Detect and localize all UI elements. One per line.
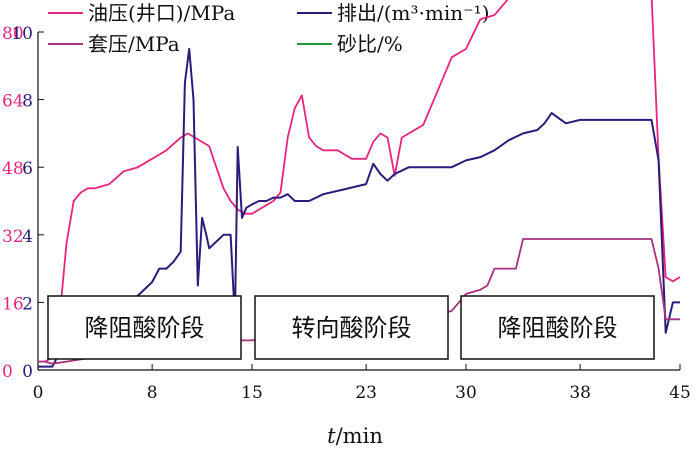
x-axis-ticks: 0 8 15 23 30 38 45 (33, 364, 691, 403)
legend-label: 排出/(m³·min⁻¹) (337, 1, 490, 25)
x-tick-label: 23 (355, 383, 377, 403)
plot-frame (37, 32, 680, 371)
x-tick-label: 45 (669, 383, 691, 403)
y-outer-tick-label: 64 (2, 92, 24, 112)
y-outer-tick-label: 16 (2, 294, 24, 314)
y-axis-inner-ticks: 0 2 4 6 8 10 (11, 24, 44, 382)
x-tick-label: 30 (455, 383, 477, 403)
x-tick-label: 8 (147, 383, 158, 403)
y-inner-tick-label: 4 (22, 227, 33, 247)
y-inner-tick-label: 0 (22, 362, 33, 382)
legend-item: 套压/MPa (48, 32, 180, 56)
x-tick-label: 15 (241, 383, 263, 403)
y-outer-tick-label: 48 (2, 159, 24, 179)
x-axis-label-unit: /min (336, 424, 383, 448)
stage-box: 转向酸阶段 (254, 295, 449, 360)
legend-item: 砂比/% (297, 32, 403, 56)
legend-label: 套压/MPa (88, 32, 180, 56)
series-line (38, 47, 680, 368)
legend-item: 排出/(m³·min⁻¹) (297, 1, 490, 25)
stage-label: 转向酸阶段 (292, 314, 412, 342)
stage-label: 降阻酸阶段 (85, 314, 205, 342)
legend-label: 砂比/% (337, 32, 403, 56)
y-inner-tick-label: 8 (22, 92, 33, 112)
legend: 油压(井口)/MPa 排出/(m³·min⁻¹) 套压/MPa 砂比/% (48, 1, 490, 56)
stage-box: 降阻酸阶段 (460, 295, 655, 360)
series-line (38, 0, 681, 363)
stage-boxes: 降阻酸阶段 转向酸阶段 降阻酸阶段 (47, 295, 655, 360)
x-axis-label: t/min (327, 424, 383, 448)
y-inner-tick-label: 2 (22, 294, 33, 314)
y-outer-tick-label: 0 (2, 362, 13, 382)
stage-box: 降阻酸阶段 (47, 295, 242, 360)
y-outer-tick-label: 32 (2, 227, 24, 247)
y-inner-tick-label: 6 (22, 159, 33, 179)
y-inner-tick-label: 10 (11, 24, 33, 44)
y-outer-tick-label: 80 (2, 24, 24, 44)
x-tick-label: 0 (33, 383, 44, 403)
legend-item: 油压(井口)/MPa (48, 1, 235, 25)
y-axis-outer-ticks: 0 16 32 48 64 80 (2, 24, 24, 382)
stage-label: 降阻酸阶段 (498, 314, 618, 342)
x-axis-label-italic: t (327, 424, 336, 448)
legend-label: 油压(井口)/MPa (88, 1, 235, 25)
x-tick-label: 38 (569, 383, 591, 403)
